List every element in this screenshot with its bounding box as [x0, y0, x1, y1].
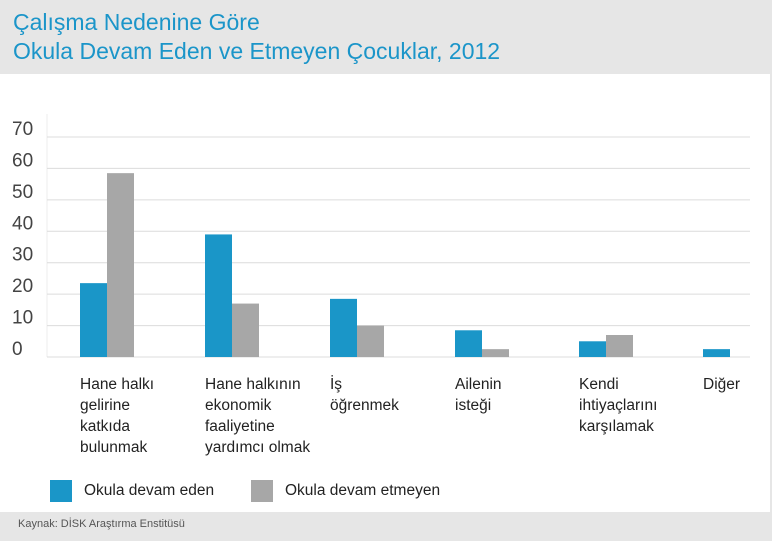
legend-label-okula-devam-eden: Okula devam eden — [84, 482, 215, 499]
source-note: Kaynak: DİSK Araştırma Enstitüsü — [18, 518, 185, 530]
x-category-label: İş öğrenmek — [330, 376, 399, 414]
bar-series-2-category-1 — [107, 173, 134, 357]
legend-label-okula-devam-etmeyen: Okula devam etmeyen — [285, 482, 441, 499]
x-category-label: Hane halkı gelirine katkıda bulunmak — [80, 376, 155, 456]
chart-panel: 0 10 20 30 40 50 60 70 Hane halkı gelirine katk… — [0, 74, 770, 512]
y-tick-label: 10 — [12, 308, 33, 329]
y-tick-label: 30 — [12, 245, 33, 266]
chart-title-line-1: Çalışma Nedenine Göre — [13, 9, 260, 35]
y-tick-label: 40 — [12, 213, 33, 234]
bar-chart: 0 10 20 30 40 50 60 70 — [12, 114, 750, 360]
bar-series-1-category-4 — [455, 330, 482, 357]
legend-swatch-okula-devam-etmeyen — [251, 480, 273, 502]
y-tick-label: 20 — [12, 276, 33, 297]
bar-series-2-category-4 — [482, 349, 509, 357]
x-category-label: Ailenin isteği — [455, 376, 502, 414]
bar-series-1-category-3 — [330, 298, 357, 357]
bar-series-1-category-2 — [205, 234, 232, 357]
bar-series-2-category-5 — [606, 335, 633, 357]
y-tick-label: 0 — [12, 339, 23, 360]
legend-swatch-okula-devam-eden — [50, 480, 72, 502]
y-tick-label: 50 — [12, 182, 33, 203]
y-tick-label: 70 — [12, 119, 33, 140]
x-category-label: Diğer — [703, 376, 741, 393]
bar-series-1-category-5 — [579, 341, 606, 357]
chart-title-line-2: Okula Devam Eden ve Etmeyen Çocuklar, 20… — [13, 38, 501, 64]
x-category-label: Hane halkının ekonomik faaliyetine yardı… — [205, 376, 311, 456]
y-tick-label: 60 — [12, 150, 33, 171]
x-category-label: Kendi ihtiyaçlarını karşılamak — [579, 376, 658, 435]
bar-series-1-category-1 — [80, 283, 107, 357]
bar-series-2-category-2 — [232, 303, 259, 357]
bar-series-2-category-3 — [357, 325, 384, 357]
bar-series-1-category-6 — [703, 349, 730, 357]
chart-title: Çalışma Nedenine Göre Okula Devam Eden v… — [13, 8, 500, 66]
